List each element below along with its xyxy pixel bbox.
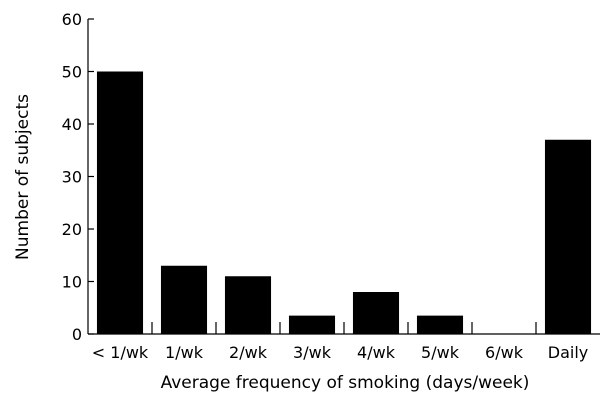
x-tick-label: 3/wk bbox=[293, 343, 332, 362]
y-axis-title: Number of subjects bbox=[13, 94, 33, 260]
bar-1 bbox=[160, 265, 208, 334]
bar-5 bbox=[416, 315, 464, 334]
y-tick-label: 0 bbox=[72, 325, 82, 344]
x-tick-label: 5/wk bbox=[421, 343, 460, 362]
y-tick-label: 30 bbox=[62, 168, 82, 187]
bars bbox=[96, 71, 592, 334]
x-ticks: < 1/wk 1/wk 2/wk 3/wk 4/wk 5/wk 6/wk Daily bbox=[92, 322, 588, 362]
x-tick-label: 6/wk bbox=[485, 343, 524, 362]
y-tick-label: 20 bbox=[62, 220, 82, 239]
bar-7 bbox=[544, 139, 592, 334]
bar-2 bbox=[224, 276, 272, 334]
y-tick-label: 60 bbox=[62, 10, 82, 29]
bar-3 bbox=[288, 315, 336, 334]
x-axis-title: Average frequency of smoking (days/week) bbox=[161, 373, 530, 393]
y-ticks: 0 10 20 30 40 50 60 bbox=[62, 10, 94, 344]
bar-0 bbox=[96, 71, 144, 334]
y-tick-label: 40 bbox=[62, 115, 82, 134]
y-tick-label: 10 bbox=[62, 273, 82, 292]
y-tick-label: 50 bbox=[62, 63, 82, 82]
bar-4 bbox=[352, 292, 400, 334]
x-tick-label: 2/wk bbox=[229, 343, 268, 362]
x-tick-label: Daily bbox=[548, 343, 588, 362]
x-tick-label: 1/wk bbox=[165, 343, 204, 362]
x-tick-label: < 1/wk bbox=[92, 343, 149, 362]
x-tick-label: 4/wk bbox=[357, 343, 396, 362]
